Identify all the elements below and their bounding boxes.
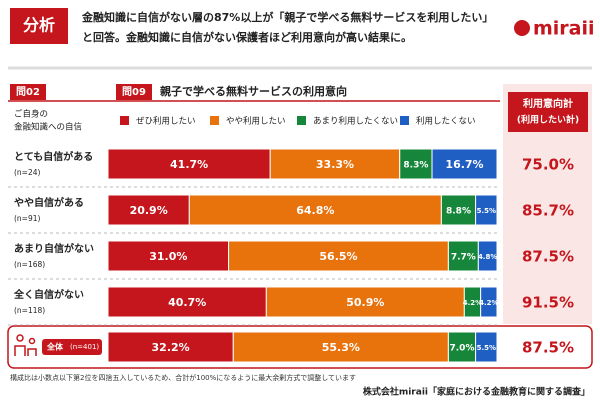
question: 問09 — [122, 86, 146, 98]
value-label: 8.3% — [403, 161, 428, 171]
value-label: 41.7% — [170, 158, 208, 171]
value-label: 8.8% — [446, 207, 471, 217]
sample-size: (n=118) — [14, 306, 45, 315]
bar-segment — [107, 148, 271, 180]
sample-size: (n=91) — [14, 214, 41, 223]
bar-segment — [269, 148, 401, 180]
category-label: 全く自信がない — [13, 288, 84, 301]
legend-swatch — [210, 116, 219, 125]
value-label: 33.3% — [316, 158, 354, 171]
total-value: 75.0% — [522, 156, 574, 174]
total-value: 87.5% — [522, 248, 574, 266]
value-label: 7.7% — [451, 253, 476, 263]
total-heading-box — [508, 92, 588, 132]
people-icon — [14, 334, 37, 356]
value-label: 31.0% — [149, 250, 187, 263]
logo: miraii — [514, 18, 595, 40]
bar-segment — [475, 331, 498, 363]
value-label: 7.0% — [450, 344, 475, 354]
sample-size: (n=168) — [14, 260, 45, 269]
value-label: 20.9% — [130, 204, 168, 217]
total-heading: (利用したい計) — [517, 114, 579, 126]
bar-segment — [431, 148, 498, 180]
legend-label: 利用したくない — [416, 116, 476, 127]
header-badge: 分析 — [23, 16, 55, 35]
left-question: 問02 — [16, 86, 40, 98]
bar-segment — [107, 286, 267, 318]
legend-swatch — [120, 116, 129, 125]
overall-badge-box — [42, 339, 102, 355]
value-label: 4.2% — [479, 299, 498, 307]
legend-label: ぜひ利用したい — [136, 116, 196, 127]
legend-label: あまり利用したくない — [313, 116, 398, 127]
left-heading: 金融知識への自信 — [14, 122, 83, 133]
header-badge-box — [10, 8, 68, 44]
total-value: 85.7% — [522, 202, 574, 220]
bar-segment — [107, 240, 230, 272]
question-badge-box — [10, 84, 46, 100]
header-line: と回答。金融知識に自信がない保護者ほど利用意向が高い結果に。 — [82, 30, 412, 44]
sample-size: (n=401) — [70, 343, 99, 351]
logo-icon — [514, 20, 530, 36]
logo-text: miraii — [533, 18, 595, 40]
legend-swatch — [297, 116, 306, 125]
bar-segment — [228, 240, 449, 272]
total-heading: 利用意向計 — [523, 97, 573, 110]
source: 株式会社miraii「家庭における金融教育に関する調査」 — [363, 386, 590, 398]
bar-segment — [232, 331, 449, 363]
legend-swatch — [400, 116, 409, 125]
chart-title: 親子で学べる無料サービスの利用意向 — [160, 84, 347, 98]
value-label: 5.5% — [477, 207, 496, 215]
value-label: 40.7% — [168, 296, 206, 309]
header-line: 金融知識に自信がない層の87%以上が「親子で学べる無料サービスを利用したい」 — [81, 10, 493, 24]
sample-size: (n=24) — [14, 168, 41, 177]
legend-label: やや利用したい — [226, 116, 286, 127]
left-heading: ご自身の — [14, 109, 48, 120]
category-label: やや自信がある — [14, 196, 84, 209]
value-label: 5.5% — [477, 344, 496, 352]
bar-segment — [440, 194, 477, 226]
bar-segment — [477, 240, 498, 272]
category-label: とても自信がある — [14, 150, 93, 163]
category-label: あまり自信がない — [14, 242, 94, 255]
value-label: 4.2% — [463, 299, 482, 307]
value-label: 55.3% — [322, 341, 360, 354]
question-badge-box — [116, 84, 152, 100]
category-label: 全体 — [46, 342, 64, 352]
value-label: 50.9% — [346, 296, 384, 309]
total-value: 87.5% — [522, 339, 574, 357]
value-label: 32.2% — [152, 341, 190, 354]
total-value: 91.5% — [522, 294, 574, 312]
bar-segment — [107, 331, 234, 363]
value-label: 16.7% — [445, 158, 483, 171]
value-label: 64.8% — [296, 204, 334, 217]
overall-frame — [7, 325, 593, 369]
bar-segment — [475, 194, 498, 226]
bar-segment — [480, 286, 498, 318]
value-label: 4.8% — [478, 253, 497, 261]
note: 構成比は小数点以下第2位を四捨五入しているため、合計が100%になるように最大余… — [10, 373, 356, 382]
bar-segment — [188, 194, 442, 226]
value-label: 56.5% — [319, 250, 357, 263]
